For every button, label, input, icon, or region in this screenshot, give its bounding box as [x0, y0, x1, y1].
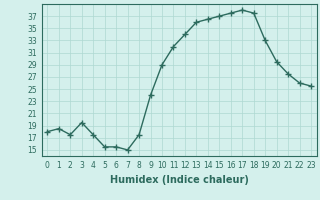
X-axis label: Humidex (Indice chaleur): Humidex (Indice chaleur)	[110, 175, 249, 185]
